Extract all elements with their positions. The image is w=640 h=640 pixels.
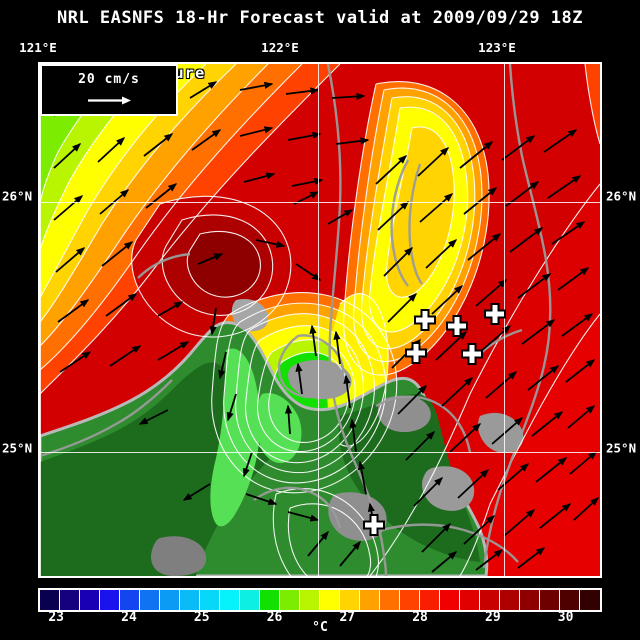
colorbar-swatch bbox=[340, 590, 360, 610]
colorbar-swatch bbox=[40, 590, 60, 610]
page-title: NRL EASNFS 18-Hr Forecast valid at 2009/… bbox=[56, 8, 583, 28]
colorbar-swatch bbox=[260, 590, 280, 610]
colorbar-swatch bbox=[560, 590, 580, 610]
colorbar-tick-label: 23 bbox=[48, 610, 65, 625]
colorbar-swatch bbox=[100, 590, 120, 610]
station-markers[interactable] bbox=[40, 64, 600, 576]
sst-map[interactable]: 25 m Temperature 20 cm/s bbox=[38, 62, 602, 578]
field-label: 25 m Temperature bbox=[40, 64, 600, 576]
colorbar-swatch bbox=[460, 590, 480, 610]
temperature-colorbar[interactable] bbox=[38, 588, 602, 612]
colorbar-swatch bbox=[160, 590, 180, 610]
right-arrow-icon bbox=[42, 90, 176, 109]
colorbar-swatch bbox=[400, 590, 420, 610]
colorbar-swatch bbox=[320, 590, 340, 610]
colorbar-swatch bbox=[80, 590, 100, 610]
colorbar-swatch bbox=[360, 590, 380, 610]
colorbar-swatch bbox=[540, 590, 560, 610]
colorbar-swatch bbox=[420, 590, 440, 610]
plus-marker-icon bbox=[484, 303, 506, 325]
lon-tick-label: 123°E bbox=[478, 40, 516, 55]
colorbar-swatch bbox=[120, 590, 140, 610]
colorbar-swatch bbox=[180, 590, 200, 610]
colorbar-swatch bbox=[380, 590, 400, 610]
colorbar-tick-label: 29 bbox=[485, 610, 501, 625]
colorbar-tick-label: 24 bbox=[121, 610, 137, 625]
colorbar-swatch bbox=[220, 590, 240, 610]
colorbar-unit-label: °C bbox=[312, 620, 328, 635]
colorbar-swatch bbox=[140, 590, 160, 610]
colorbar-swatch bbox=[440, 590, 460, 610]
plus-marker-icon bbox=[446, 315, 468, 337]
lon-tick-label: 122°E bbox=[261, 40, 299, 55]
plus-marker-icon bbox=[414, 309, 436, 331]
colorbar-swatch bbox=[240, 590, 260, 610]
vector-scale-legend: 20 cm/s bbox=[40, 64, 178, 116]
lat-tick-label: 26°N bbox=[606, 188, 637, 204]
colorbar-swatch bbox=[480, 590, 500, 610]
colorbar-swatch bbox=[520, 590, 540, 610]
colorbar-swatch bbox=[200, 590, 220, 610]
colorbar-swatch bbox=[300, 590, 320, 610]
map-gridlines bbox=[40, 64, 600, 576]
colorbar-tick-label: 25 bbox=[193, 610, 210, 625]
vector-scale-value: 20 cm/s bbox=[78, 72, 140, 87]
plus-marker-icon bbox=[461, 343, 483, 365]
colorbar-tick-label: 26 bbox=[266, 610, 283, 625]
lat-tick-label: 26°N bbox=[2, 188, 33, 204]
lat-tick-label: 25°N bbox=[606, 440, 637, 456]
plus-marker-icon bbox=[405, 342, 427, 364]
colorbar-swatch bbox=[60, 590, 80, 610]
colorbar-tick-label: 30 bbox=[557, 610, 574, 625]
colorbar-tick-label: 27 bbox=[339, 610, 356, 625]
sst-contour-lines bbox=[40, 64, 600, 576]
colorbar-swatch bbox=[500, 590, 520, 610]
colorbar-swatch bbox=[580, 590, 600, 610]
plus-marker-icon bbox=[363, 514, 385, 536]
colorbar-swatch bbox=[280, 590, 300, 610]
lat-tick-label: 25°N bbox=[2, 440, 33, 456]
lon-tick-label: 121°E bbox=[19, 40, 57, 55]
colorbar-tick-label: 28 bbox=[412, 610, 428, 625]
